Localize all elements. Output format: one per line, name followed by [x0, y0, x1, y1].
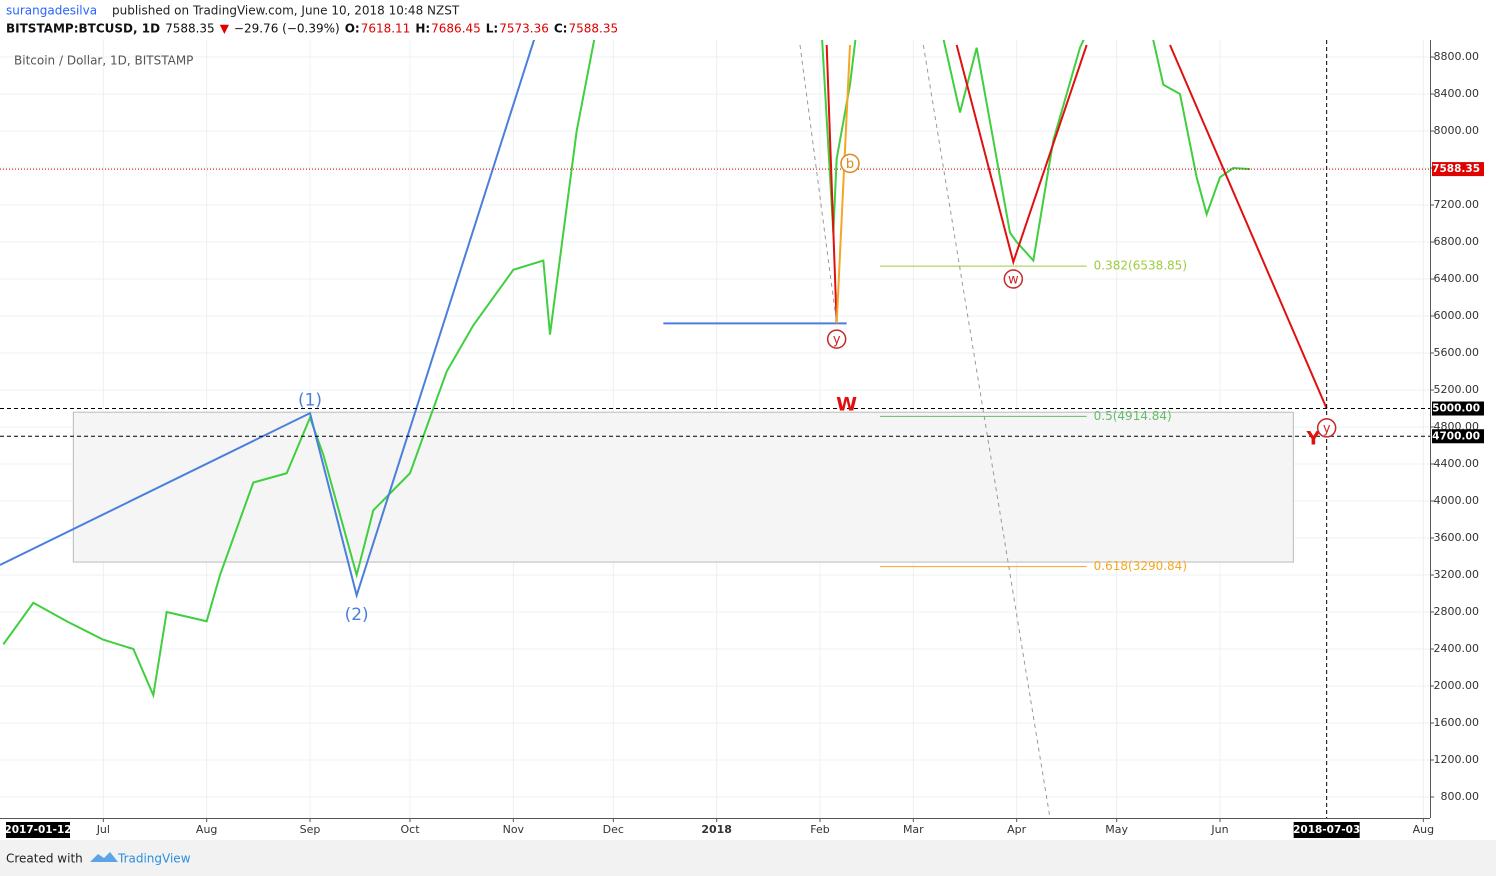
y-tick-label: 8800.00 [1434, 50, 1480, 63]
header-l-label: L: [486, 22, 498, 36]
x-tick-label: Apr [1007, 823, 1027, 836]
wave-circle [826, 329, 847, 349]
wave-circle [1003, 269, 1024, 289]
header-h-label: H: [415, 22, 430, 36]
brand-logo [90, 852, 118, 862]
fib-label: 0.5(4914.84) [1094, 409, 1172, 423]
y-tick-label: 5600.00 [1434, 346, 1480, 359]
y-tick-label: 6400.00 [1434, 272, 1480, 285]
x-tick-label: Jul [96, 823, 110, 836]
drawing-line [922, 44, 1051, 818]
wave-label: W [836, 393, 857, 415]
plot-area: 0.382(6538.85) 0.5(4914.84) 0.618(3290.84)… [0, 40, 1430, 818]
price-line [2, 40, 1251, 699]
wave-circle [840, 153, 860, 174]
price-marker-box [1432, 429, 1484, 444]
footer-bar [0, 840, 1496, 876]
chart-title: Bitcoin / Dollar, 1D, BITSTAMP [14, 54, 193, 68]
y-tick-label: 8400.00 [1434, 87, 1480, 100]
crosshair-box [1293, 822, 1360, 838]
drawing-line [799, 44, 838, 324]
fib-label: 0.382(6538.85) [1094, 259, 1187, 273]
header-symbol: BITSTAMP:BTCUSD, 1D [6, 22, 160, 36]
wave-label: y [1323, 421, 1331, 436]
x-tick-label: Aug [196, 823, 217, 836]
wave-label: b [846, 157, 854, 172]
y-tick-label: 1200.00 [1434, 753, 1480, 766]
start-box [6, 822, 70, 838]
price-marker-label: 5000.00 [1432, 403, 1480, 415]
wave-label: (2) [345, 605, 369, 625]
price-marker-box [1432, 401, 1484, 416]
price-marker-label: 4700.00 [1432, 430, 1480, 442]
y-tick-label: 2000.00 [1434, 679, 1480, 692]
footer-created: Created with [6, 852, 83, 866]
drawing-line [1169, 44, 1328, 409]
axes: 800.00 1200.00 1600.00 2000.00 2400.00 2800.0… [0, 40, 1484, 838]
x-tick-label: May [1105, 823, 1128, 836]
x-tick-label: Nov [503, 823, 525, 836]
drawing-line [955, 44, 1088, 266]
drawing-line [835, 44, 851, 324]
y-tick-label: 2800.00 [1434, 605, 1480, 618]
wave-label: Y [1305, 428, 1320, 450]
wave-label: y [833, 333, 841, 348]
wave-circle [1316, 418, 1337, 438]
header-h: 7686.45 [431, 22, 481, 36]
x-tick-label: Feb [810, 823, 829, 836]
x-tick-label: 2018 [701, 823, 732, 836]
fib-label: 0.618(3290.84) [1094, 559, 1187, 573]
y-tick-label: 6000.00 [1434, 309, 1480, 322]
drawing-line [825, 44, 838, 324]
y-tick-label: 8000.00 [1434, 124, 1480, 137]
header-o: 7618.11 [361, 22, 411, 36]
header-change: −29.76 (−0.39%) [234, 22, 340, 36]
y-tick-label: 6800.00 [1434, 235, 1480, 248]
header-c-label: C: [554, 22, 568, 36]
x-tick-label: Aug [1413, 823, 1434, 836]
x-tick-label: Sep [300, 823, 321, 836]
price-marker-label: 7588.35 [1432, 163, 1480, 175]
header-last: 7588.35 [165, 22, 215, 36]
header-c: 7588.35 [568, 22, 618, 36]
header-arrow: ▼ [220, 22, 230, 36]
y-tick-label: 5200.00 [1434, 383, 1480, 396]
wave-label: w [1008, 273, 1019, 288]
x-tick-label: Dec [603, 823, 624, 836]
y-tick-label: 1600.00 [1434, 716, 1480, 729]
drawing-line [0, 40, 536, 599]
published: published on TradingView.com, June 10, 2… [112, 4, 460, 18]
y-tick-label: 7200.00 [1434, 198, 1480, 211]
y-tick-label: 800.00 [1441, 790, 1480, 803]
start-label: 2017-01-12 [4, 824, 71, 836]
x-tick-label: Jun [1210, 823, 1228, 836]
y-tick-label: 3600.00 [1434, 531, 1480, 544]
footer-brand[interactable]: TradingView [117, 852, 191, 866]
crosshair-label: 2018-07-03 [1293, 824, 1360, 836]
y-tick-label: 4400.00 [1434, 457, 1480, 470]
price-marker-box [1432, 162, 1484, 177]
author[interactable]: surangadesilva [6, 4, 97, 18]
zone [72, 411, 1294, 563]
y-tick-label: 2400.00 [1434, 642, 1480, 655]
x-tick-label: Mar [903, 823, 924, 836]
symbol-line: BITSTAMP:BTCUSD, 1D 7588.35 ▼ −29.76 (−0.39… [6, 22, 618, 36]
y-tick-label: 4000.00 [1434, 494, 1480, 507]
wave-label: (1) [298, 390, 322, 410]
header-o-label: O: [345, 22, 360, 36]
x-tick-label: Oct [400, 823, 420, 836]
y-tick-label: 3200.00 [1434, 568, 1480, 581]
header-l: 7573.36 [499, 22, 549, 36]
